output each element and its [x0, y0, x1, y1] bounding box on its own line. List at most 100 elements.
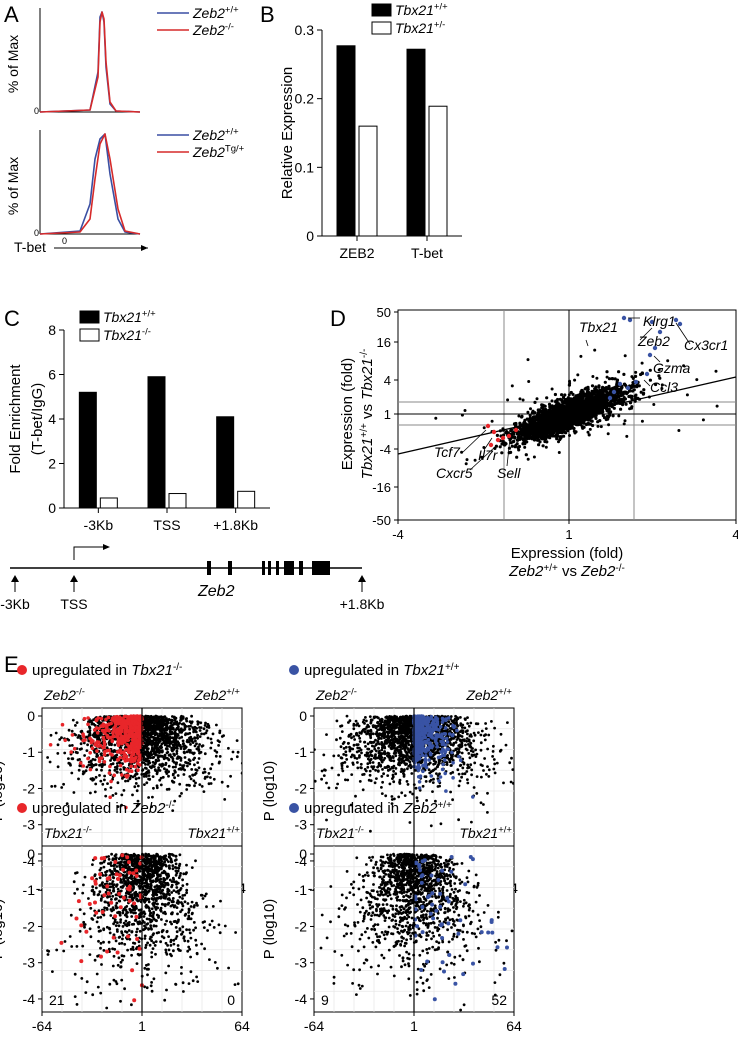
panel-label-d: D [330, 306, 346, 331]
volcano-y-tick-label: 0 [27, 708, 35, 724]
data-point [543, 421, 546, 424]
volcano-point [227, 747, 230, 750]
data-point [529, 407, 532, 410]
volcano-highlight-point [88, 751, 92, 755]
volcano-point [167, 726, 170, 729]
data-point [576, 373, 579, 376]
volcano-point [78, 769, 81, 772]
data-point [587, 431, 590, 434]
volcano-point [103, 775, 106, 778]
data-point [511, 436, 514, 439]
bar-category-label: -3Kb [84, 517, 114, 533]
caption-dot [17, 665, 27, 675]
volcano-point [188, 763, 191, 766]
volcano-point [213, 778, 216, 781]
data-point [649, 369, 652, 372]
volcano-point [144, 751, 147, 754]
data-point [559, 437, 562, 440]
volcano-point [200, 751, 203, 754]
volcano-point [133, 785, 136, 788]
data-point [630, 386, 633, 389]
volcano-point [155, 750, 158, 753]
volcano-highlight-point [83, 717, 87, 721]
volcano-point [55, 732, 58, 735]
gene-label-Zeb2: Zeb2 [637, 333, 670, 349]
data-point [526, 437, 529, 440]
bar-y-tick-label: 0 [48, 500, 56, 516]
volcano-point [95, 768, 98, 771]
volcano-point [184, 756, 187, 759]
volcano-point [37, 791, 40, 794]
data-point [578, 397, 581, 400]
legend-label-Tbx21+/+: Tbx21+/+ [395, 2, 448, 18]
data-point [641, 362, 644, 365]
data-point [541, 411, 544, 414]
volcano-point [175, 740, 178, 743]
volcano-point [215, 751, 218, 754]
volcano-y-tick-label: -1 [23, 744, 36, 760]
exon-block [284, 561, 294, 575]
volcano-point [123, 789, 126, 792]
volcano-point [119, 768, 122, 771]
data-point [548, 406, 551, 409]
volcano-point [152, 787, 155, 790]
gene-label-Gzma: Gzma [653, 360, 691, 376]
volcano-point [183, 773, 186, 776]
volcano-point [155, 719, 158, 722]
data-point [582, 415, 585, 418]
volcano-point [195, 727, 198, 730]
volcano-point [208, 782, 211, 785]
volcano-point [174, 771, 177, 774]
data-point [641, 420, 644, 423]
volcano-point [89, 727, 92, 730]
data-point [529, 414, 532, 417]
volcano-point [71, 730, 74, 733]
data-point [573, 379, 576, 382]
volcano-point [10, 774, 13, 777]
data-point [695, 378, 698, 381]
data-point [575, 416, 578, 419]
volcano-highlight-point [86, 716, 90, 720]
volcano-point [168, 788, 171, 791]
data-point [591, 424, 594, 427]
volcano-point [182, 740, 185, 743]
bar-T-bet-Tbx21+/+ [407, 49, 425, 236]
data-point [474, 459, 477, 462]
data-point [483, 426, 486, 429]
data-point [536, 397, 539, 400]
data-point [550, 427, 553, 430]
legend-label-Tbx21+/+: Tbx21+/+ [103, 309, 156, 325]
volcano-left-label: Zeb2-/- [43, 687, 85, 703]
volcano-point [180, 747, 183, 750]
volcano-point [135, 772, 138, 775]
volcano-point [103, 779, 106, 782]
volcano-highlight-point [119, 764, 123, 768]
data-point [579, 355, 582, 358]
data-point [635, 394, 638, 397]
data-point [594, 390, 597, 393]
volcano-point [72, 719, 75, 722]
data-point [589, 428, 592, 431]
exon-block [268, 561, 271, 575]
legend-label-Zeb2-/-: Zeb2-/- [192, 22, 234, 38]
data-point [568, 382, 571, 385]
data-point [625, 435, 628, 438]
volcano-point [172, 757, 175, 760]
data-point [511, 445, 514, 448]
volcano-point [173, 776, 176, 779]
volcano-point [165, 735, 168, 738]
volcano-point [167, 758, 170, 761]
volcano-point [109, 759, 112, 762]
downregulated-point [507, 434, 511, 438]
data-point [537, 443, 540, 446]
volcano-y-axis-title: P (log10) [0, 761, 6, 822]
volcano-highlight-point [69, 750, 73, 754]
volcano-point [221, 735, 224, 738]
volcano-highlight-point [91, 746, 95, 750]
upregulated-point [618, 382, 622, 386]
data-point [607, 432, 610, 435]
data-point [587, 399, 590, 402]
volcano-point [162, 776, 165, 779]
volcano-point [162, 764, 165, 767]
volcano-point [71, 757, 74, 760]
